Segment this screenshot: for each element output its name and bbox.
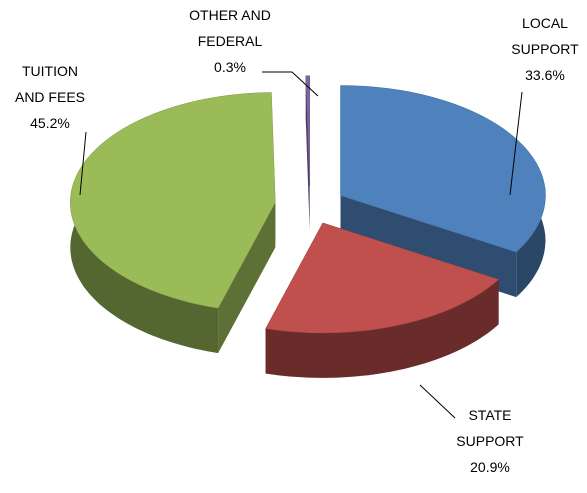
slice-label-line: STATE [468,407,511,423]
pie-slice [70,92,276,309]
pie-tops [70,75,546,334]
leader-line [509,91,523,196]
slice-label-line: AND FEES [15,89,85,105]
leader-line [419,384,456,419]
slice-label: LOCAL SUPPORT 33.6% [511,15,579,83]
slice-label: STATE SUPPORT 20.9% [456,407,524,475]
slice-value-label: 45.2% [30,115,70,131]
slice-cut-face [218,202,276,354]
leader-line [262,71,319,97]
pie-slice [305,75,310,186]
slice-value-label: 20.9% [470,459,510,475]
pie-slice [340,85,546,253]
slice-side [265,279,499,378]
slice-label: OTHER AND FEDERAL 0.3% [189,7,271,75]
slice-label: TUITION AND FEES 45.2% [15,63,85,131]
slice-value-label: 0.3% [214,59,246,75]
slice-label-line: LOCAL [522,15,568,31]
slice-label-line: TUITION [22,63,78,79]
pie-labels: LOCAL SUPPORT 33.6% STATE SUPPORT 20.9% TUITIO… [15,7,579,475]
slice-label-line: FEDERAL [198,33,263,49]
slice-label-line: SUPPORT [511,41,579,57]
slice-label-line: OTHER AND [189,7,271,23]
leader-line [79,131,87,196]
slice-value-label: 33.6% [525,67,565,83]
pie-slice [265,222,500,334]
slice-label-line: SUPPORT [456,433,524,449]
